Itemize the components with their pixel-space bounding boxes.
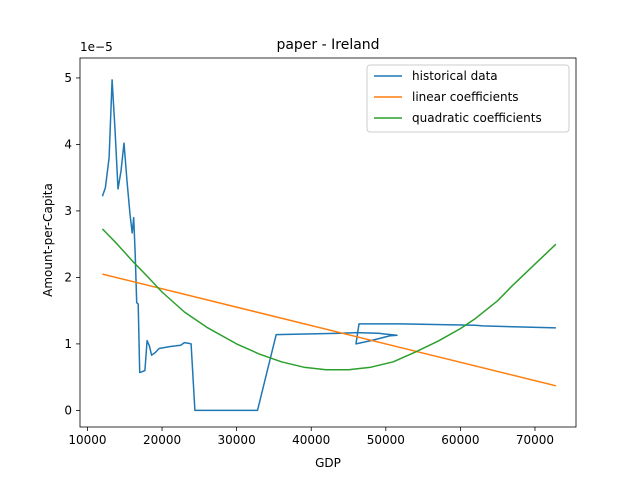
- legend-label-historical-data: historical data: [412, 69, 498, 83]
- x-tick-label: 10000: [68, 433, 106, 447]
- series-line-historical-data: [101, 79, 556, 412]
- legend-box: [366, 64, 570, 133]
- x-tick-label: 20000: [143, 433, 181, 447]
- y-multiplier-label: 1e−5: [80, 40, 113, 54]
- x-tick-label: 70000: [516, 433, 554, 447]
- x-tick-label: 30000: [218, 433, 256, 447]
- x-tick-label: 60000: [441, 433, 479, 447]
- legend: historical data linear coefficients quad…: [366, 64, 570, 133]
- y-tick-label: 5: [64, 71, 72, 85]
- y-tick-label: 2: [64, 270, 72, 284]
- y-axis-ticks: 0 1 2 3 4 5: [64, 71, 80, 417]
- y-tick-label: 0: [64, 403, 72, 417]
- legend-label-quadratic-coefficients: quadratic coefficients: [412, 111, 542, 125]
- chart-title: paper - Ireland: [276, 37, 379, 53]
- plot-frame: [79, 57, 577, 428]
- legend-label-linear-coefficients: linear coefficients: [412, 90, 519, 104]
- y-tick-label: 1: [64, 337, 72, 351]
- y-tick-label: 4: [64, 137, 72, 151]
- y-axis-label: Amount-per-Capita: [41, 183, 55, 297]
- x-axis-ticks: 10000 20000 30000 40000 50000 60000 70000: [68, 427, 554, 447]
- x-tick-label: 50000: [367, 433, 405, 447]
- y-tick-label: 3: [64, 204, 72, 218]
- plot-lines: [101, 79, 557, 412]
- series-line-linear-coefficients: [102, 273, 557, 387]
- x-tick-label: 40000: [292, 433, 330, 447]
- x-axis-label: GDP: [315, 456, 341, 470]
- series-line-quadratic-coefficients: [101, 228, 557, 371]
